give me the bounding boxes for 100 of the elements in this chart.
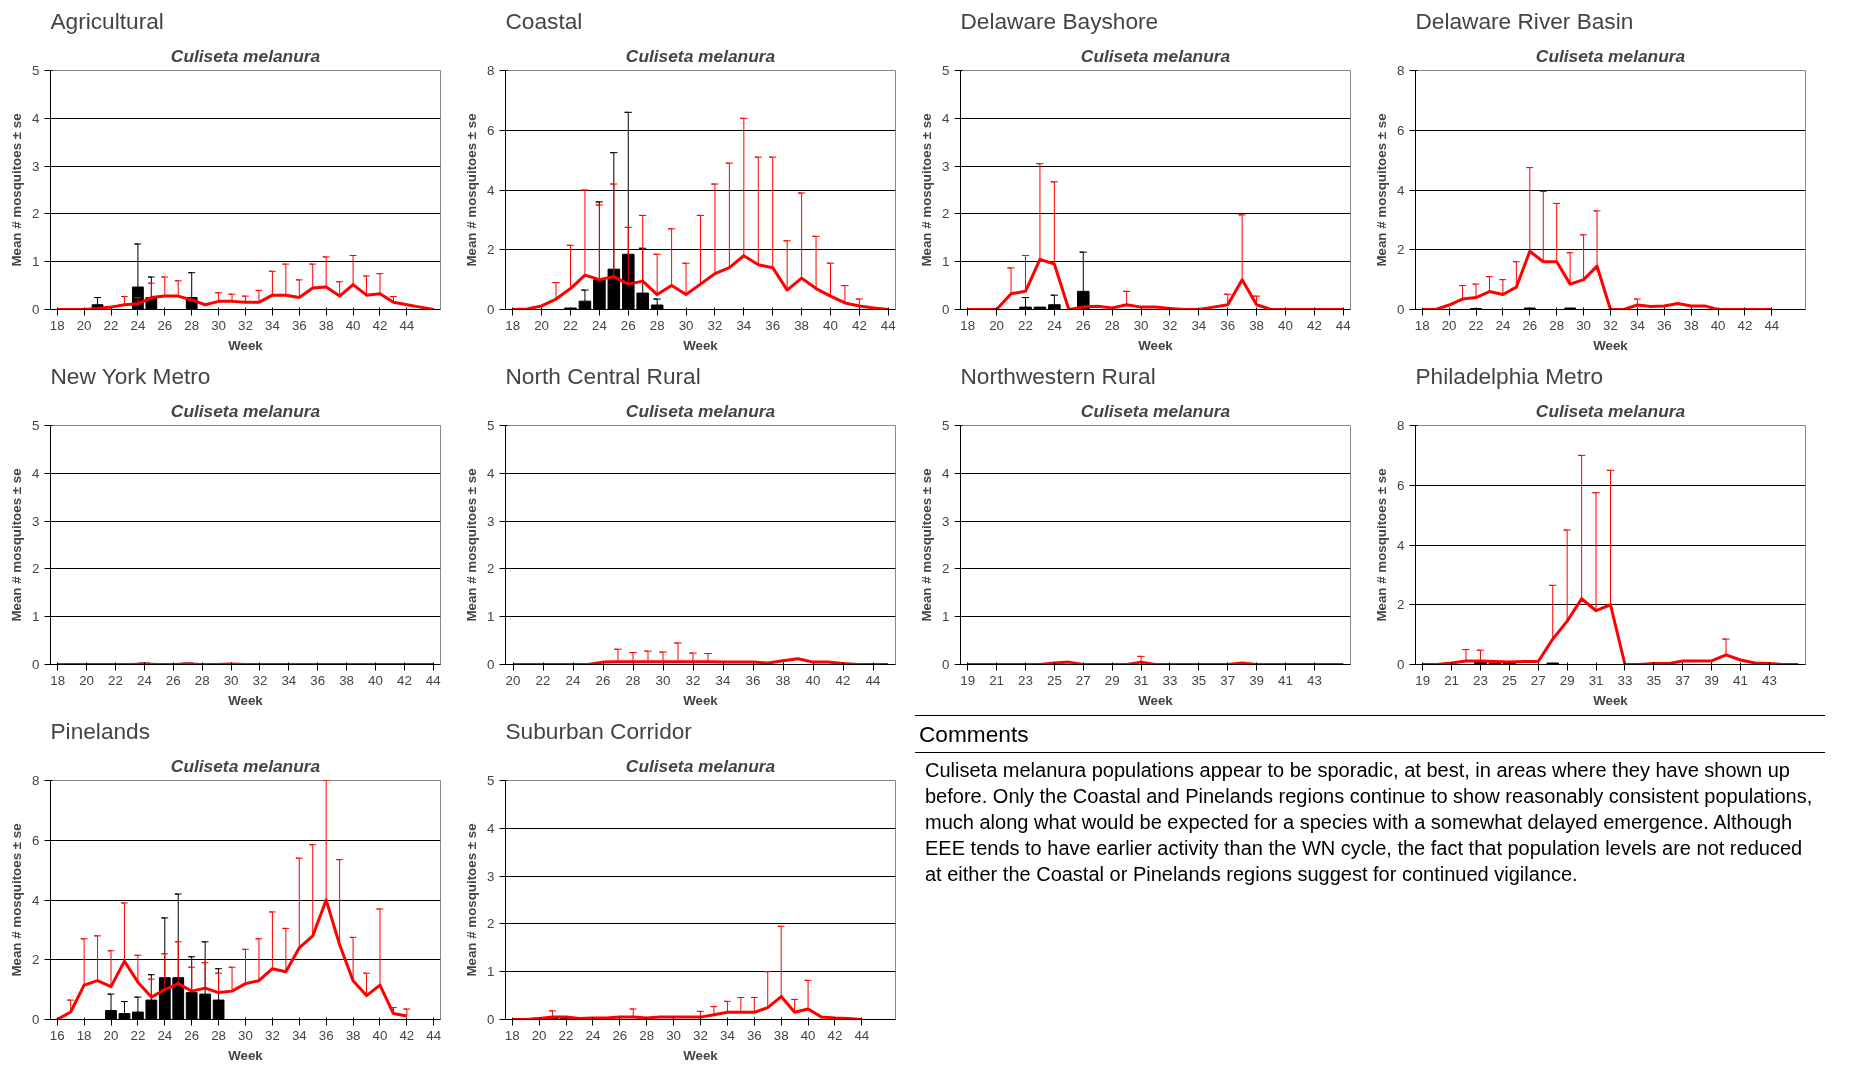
y-tick-label: 2 (1397, 597, 1405, 613)
x-tick-label: 24 (1495, 317, 1511, 333)
x-tick-label: 31 (1133, 672, 1149, 688)
y-tick-label: 5 (32, 418, 40, 433)
y-tick-label: 1 (942, 254, 950, 270)
y-tick-label: 8 (1397, 418, 1405, 433)
x-tick-label: 24 (591, 317, 608, 333)
x-tick-label: 18 (50, 672, 66, 688)
x-tick-label: 22 (535, 672, 551, 688)
y-tick-label: 1 (32, 254, 40, 270)
x-tick-label: 24 (565, 672, 581, 688)
x-tick-label: 30 (223, 672, 239, 688)
x-tick-label: 21 (989, 672, 1005, 688)
x-tick-label: 33 (1617, 672, 1633, 688)
x-tick-label: 44 (1335, 317, 1352, 333)
x-tick-label: 16 (49, 1027, 65, 1043)
x-tick-label: 24 (1046, 317, 1063, 333)
x-tick-label: 34 (281, 672, 297, 688)
x-tick-label: 28 (184, 317, 200, 333)
x-tick-label: 31 (1588, 672, 1604, 688)
x-tick-label: 32 (693, 1027, 708, 1043)
x-axis-title: Week (1593, 337, 1629, 353)
x-tick-label: 40 (823, 317, 838, 333)
x-axis-title: Week (228, 1047, 264, 1063)
y-tick-label: 5 (487, 418, 495, 433)
chart-subtitle: Culiseta melanura (1080, 45, 1231, 66)
x-tick-label: 28 (639, 1027, 655, 1043)
y-tick-label: 4 (487, 820, 496, 836)
y-tick-label: 4 (1397, 537, 1406, 553)
x-tick-label: 26 (1075, 317, 1091, 333)
y-tick-label: 6 (487, 122, 495, 138)
y-tick-label: 4 (32, 110, 41, 126)
y-axis-title: Mean # mosquitoes ± se (464, 823, 480, 977)
x-tick-label: 18 (1414, 317, 1430, 333)
x-tick-label: 22 (558, 1027, 574, 1043)
x-tick-label: 32 (685, 672, 701, 688)
y-tick-label: 3 (487, 513, 495, 529)
y-axis-title: Mean # mosquitoes ± se (9, 468, 25, 622)
x-tick-label: 28 (211, 1027, 227, 1043)
x-tick-label: 39 (1249, 672, 1265, 688)
y-tick-label: 3 (942, 513, 950, 529)
x-tick-label: 30 (666, 1027, 682, 1043)
x-tick-label: 20 (505, 672, 521, 688)
x-tick-label: 20 (79, 672, 95, 688)
x-tick-label: 27 (1530, 672, 1546, 688)
x-tick-label: 29 (1104, 672, 1120, 688)
y-tick-label: 3 (32, 158, 40, 174)
y-tick-label: 0 (1397, 302, 1405, 317)
x-tick-label: 20 (76, 317, 92, 333)
chart-subtitle: Culiseta melanura (1535, 400, 1686, 421)
x-axis-title: Week (228, 337, 264, 353)
chart-title: New York Metro (50, 362, 211, 389)
y-tick-label: 2 (487, 916, 495, 932)
x-tick-label: 23 (1473, 672, 1488, 688)
y-tick-label: 4 (942, 465, 951, 481)
x-tick-label: 32 (252, 672, 268, 688)
x-tick-label: 38 (345, 1027, 361, 1043)
x-tick-label: 40 (800, 1027, 816, 1043)
chart-title: Delaware River Basin (1415, 7, 1634, 34)
chart-title: Delaware Bayshore (960, 7, 1159, 34)
y-tick-label: 2 (32, 561, 40, 577)
x-tick-label: 30 (238, 1027, 253, 1043)
x-tick-label: 40 (1710, 317, 1726, 333)
y-tick-label: 5 (942, 63, 950, 78)
y-tick-label: 2 (942, 561, 950, 577)
x-tick-label: 20 (531, 1027, 547, 1043)
x-tick-label: 36 (746, 1027, 762, 1043)
text: Culiseta melanura populations appear to be sporadic, at best, in areas where they have shown up before. Only the Coastal and Pinelands regions continue to show reasonably consistent populations, much along what would be expected for a species with a somewhat delayed emergence. Although EEE tends to have earlier activity than the WN cycle, the fact that population levels are not reduced at either the Coastal or Pinelands regions suggest for continued vigilance. (925, 758, 1814, 888)
x-tick-label: 34 (264, 317, 281, 333)
x-tick-label: 26 (165, 672, 181, 688)
x-tick-label: 42 (396, 672, 412, 688)
y-tick-label: 5 (487, 773, 495, 788)
y-tick-label: 4 (487, 182, 496, 198)
y-axis-title: Mean # mosquitoes ± se (1374, 113, 1390, 267)
text: Comments (915, 716, 1825, 754)
x-tick-label: 28 (1549, 317, 1565, 333)
x-tick-label: 26 (595, 672, 611, 688)
y-tick-label: 1 (487, 609, 495, 625)
x-tick-label: 44 (865, 672, 881, 688)
chart-subtitle: Culiseta melanura (1080, 400, 1231, 421)
x-tick-label: 35 (1646, 672, 1662, 688)
chart-title: Suburban Corridor (505, 717, 693, 744)
x-tick-label: 38 (339, 672, 355, 688)
chart-subtitle: Culiseta melanura (1535, 45, 1686, 66)
x-axis-title: Week (1593, 692, 1629, 708)
x-tick-label: 42 (835, 672, 851, 688)
x-tick-label: 22 (1018, 317, 1033, 333)
x-tick-label: 32 (707, 317, 723, 333)
x-tick-label: 20 (534, 317, 550, 333)
y-tick-label: 0 (32, 302, 40, 317)
x-tick-label: 28 (1104, 317, 1120, 333)
x-tick-label: 30 (211, 317, 227, 333)
x-tick-label: 36 (765, 317, 781, 333)
y-tick-label: 1 (32, 609, 40, 625)
y-tick-label: 4 (1397, 182, 1406, 198)
x-tick-label: 23 (1018, 672, 1033, 688)
x-tick-label: 26 (620, 317, 636, 333)
x-tick-label: 22 (130, 1027, 146, 1043)
chart-subtitle: Culiseta melanura (625, 400, 776, 421)
y-tick-label: 2 (487, 561, 495, 577)
